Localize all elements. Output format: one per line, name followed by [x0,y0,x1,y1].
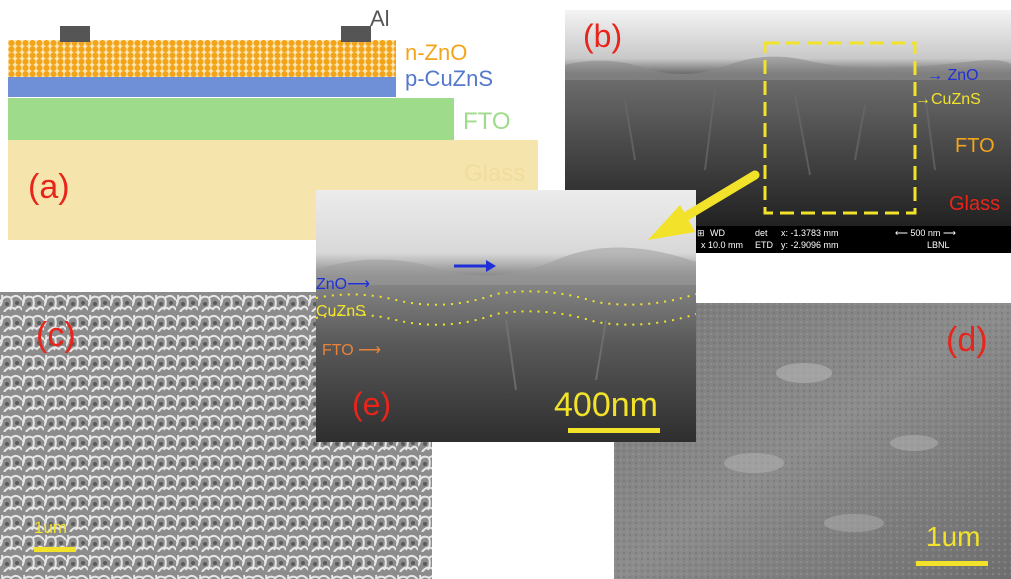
al-contact-left [60,26,90,42]
fto-layer [8,98,454,140]
cuzns-layer [8,77,396,97]
scale-label: 1um [926,521,980,553]
zno-label: n-ZnO [405,40,467,66]
panel-d-label: (d) [946,321,988,360]
lab-name: LBNL [927,239,950,251]
fto-label: FTO [463,108,511,136]
scale-bar [568,428,660,433]
panel-a-label: (a) [28,168,70,207]
glass-label: Glass [464,160,525,188]
zoom-arrow-icon [620,160,780,250]
scale-bar [916,561,988,566]
zno-particles [8,40,396,77]
panel-b-label: (b) [583,18,622,55]
al-label: Al [370,6,390,32]
cuzns-label: →CuZnS [915,91,981,109]
zno-layer [8,40,396,77]
scale-bar: ⟵ 500 nm ⟶ [895,227,956,239]
zno-label: ZnO⟶ [316,274,370,294]
panel-e-label: (e) [352,386,391,423]
cuzns-label: p-CuZnS [405,66,493,92]
glass-label: Glass [949,193,1000,216]
fto-label: FTO [955,135,995,158]
stage-y: y: -2.9096 mm [781,239,839,251]
stage-x: x: -1.3783 mm [781,227,839,239]
zno-label: → ZnO [927,67,979,85]
panel-c-label: (c) [36,316,76,355]
al-contact-right [341,26,371,42]
scale-label: 400nm [554,386,658,425]
fto-label: FTO ⟶ [322,340,381,360]
scale-bar [34,547,76,552]
scale-label: 1um [34,518,67,538]
cuzns-label: CuZnS [316,303,366,321]
